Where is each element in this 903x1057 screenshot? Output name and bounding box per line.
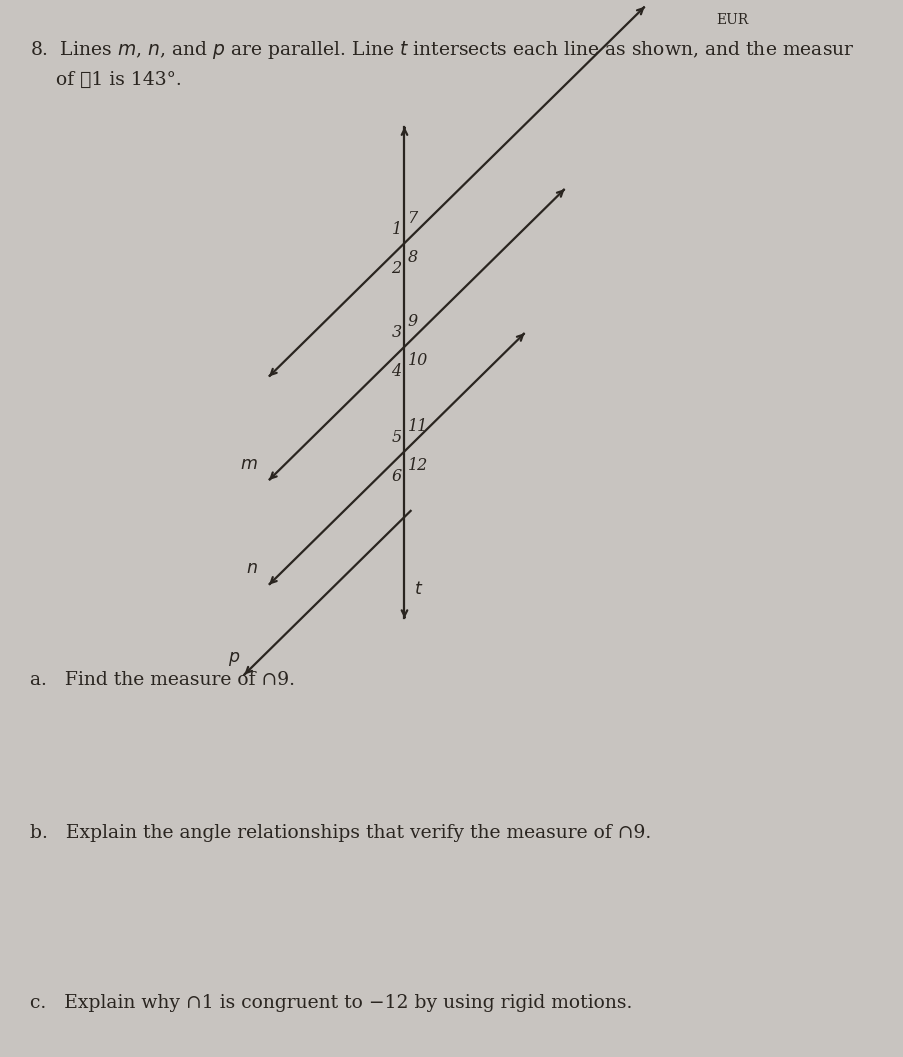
Text: 2: 2 (391, 260, 401, 277)
Text: EUR: EUR (715, 13, 748, 26)
Text: $p$: $p$ (228, 650, 240, 668)
Text: 8: 8 (407, 248, 417, 265)
Text: of ∡1 is 143°.: of ∡1 is 143°. (56, 71, 182, 89)
Text: 10: 10 (407, 352, 427, 369)
Text: 6: 6 (391, 468, 401, 485)
Text: 3: 3 (391, 324, 401, 341)
Text: $m$: $m$ (239, 456, 257, 472)
Text: $n$: $n$ (246, 560, 257, 577)
Text: $t$: $t$ (414, 581, 424, 598)
Text: 11: 11 (407, 418, 427, 434)
Text: c.   Explain why ∩1 is congruent to −12 by using rigid motions.: c. Explain why ∩1 is congruent to −12 by… (30, 994, 632, 1012)
Text: 9: 9 (407, 313, 417, 330)
Text: 1: 1 (391, 221, 401, 238)
Text: 12: 12 (407, 457, 427, 474)
Text: a.   Find the measure of ∩9.: a. Find the measure of ∩9. (30, 671, 294, 689)
Text: 4: 4 (391, 364, 401, 381)
Text: b.   Explain the angle relationships that verify the measure of ∩9.: b. Explain the angle relationships that … (30, 824, 650, 842)
Text: 7: 7 (407, 209, 417, 226)
Text: 8.  Lines $m$, $n$, and $p$ are parallel. Line $t$ intersects each line as shown: 8. Lines $m$, $n$, and $p$ are parallel.… (30, 39, 854, 61)
Text: 5: 5 (391, 429, 401, 446)
